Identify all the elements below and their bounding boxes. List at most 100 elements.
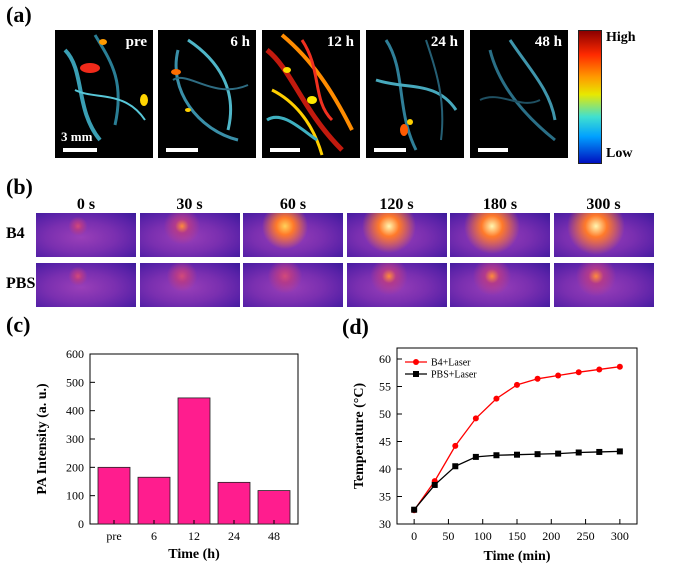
series-line [413, 366, 620, 511]
colorbar-high-label: High [606, 30, 636, 45]
thermal-time-label: 120 s [379, 196, 414, 213]
data-point [431, 481, 438, 488]
legend-marker [413, 359, 419, 365]
bar [177, 397, 211, 525]
panel-label-a: (a) [6, 2, 32, 27]
pa-time-label: 24 h [430, 34, 458, 50]
pa-time-label: pre [125, 34, 147, 50]
y-tick-label: 40 [379, 462, 391, 476]
data-point [596, 366, 603, 373]
pa-time-label: 6 h [230, 34, 250, 50]
scale-bar-label: 3 mm [61, 129, 93, 144]
panel-label-b: (b) [6, 174, 33, 199]
x-tick-label: pre [106, 529, 121, 543]
thermal-time-label: 180 s [482, 196, 518, 213]
bar [217, 481, 251, 525]
colorbar-low-label: Low [606, 146, 633, 161]
thermal-image [553, 263, 654, 307]
data-point [493, 452, 500, 459]
data-point [411, 506, 418, 513]
scale-bar [166, 148, 198, 152]
legend-label: PBS+Laser [431, 370, 477, 381]
x-axis-label: Time (h) [168, 547, 220, 562]
y-tick-label: 30 [379, 517, 391, 531]
x-tick-label: 200 [542, 529, 560, 543]
pa-colorbar [578, 30, 602, 164]
scale-bar [63, 148, 97, 152]
x-tick-label: 48 [268, 529, 280, 543]
y-tick-label: 200 [66, 460, 84, 474]
x-tick-label: 100 [474, 529, 492, 543]
y-tick-label: 600 [66, 347, 84, 361]
pa-image-6h: 6 h [158, 30, 256, 158]
panel-label-c: (c) [6, 312, 31, 337]
bar [137, 476, 171, 525]
pa-image-12h: 12 h [262, 30, 360, 158]
data-point [575, 369, 582, 376]
row-label-pbs: PBS [6, 275, 36, 292]
data-point [534, 375, 541, 382]
data-point [514, 451, 520, 458]
data-point [472, 415, 479, 422]
y-tick-label: 35 [379, 490, 391, 504]
thermal-image [36, 213, 136, 257]
thermal-image [243, 263, 343, 307]
y-tick-label: 300 [66, 432, 84, 446]
scale-bar [478, 148, 508, 152]
y-tick-label: 50 [379, 407, 391, 421]
thermal-image [553, 213, 654, 257]
thermal-image [346, 263, 447, 307]
thermal-time-label: 60 s [279, 196, 307, 213]
data-point [596, 448, 603, 455]
thermal-image [139, 263, 240, 307]
series-line [413, 450, 620, 511]
y-tick-label: 60 [379, 352, 391, 366]
y-tick-label: 100 [66, 489, 84, 503]
x-tick-label: 300 [611, 529, 629, 543]
y-tick-label: 45 [379, 435, 391, 449]
row-label-b4: B4 [6, 225, 25, 242]
data-point [514, 381, 520, 388]
y-tick-label: 500 [66, 375, 84, 389]
bar-chart: 0 100 200 300 400 500 600 pre 6 12 24 48 Time (h) PA … [35, 347, 299, 562]
pa-time-label: 12 h [326, 34, 354, 50]
pa-vessel-pattern [171, 38, 249, 142]
data-point [616, 448, 623, 455]
data-point [555, 450, 562, 457]
x-tick-label: 6 [151, 529, 157, 543]
data-point [555, 372, 562, 379]
y-axis-label: PA Intensity (a. u.) [35, 383, 50, 495]
thermal-image [450, 263, 550, 307]
y-tick-label: 55 [379, 380, 391, 394]
pa-vessel-pattern [375, 39, 458, 151]
bar [97, 466, 131, 525]
legend-label: B4+Laser [431, 358, 471, 369]
y-axis-label: Temperature (°C) [352, 383, 367, 490]
data-point [472, 453, 479, 460]
data-point [534, 451, 541, 458]
pa-image-pre: pre 3 mm [55, 30, 153, 158]
panel-label-d: (d) [342, 314, 369, 339]
y-tick-label: 0 [78, 517, 84, 531]
legend-marker [413, 371, 419, 377]
x-tick-label: 50 [442, 529, 454, 543]
pa-vessel-pattern [479, 39, 557, 142]
thermal-image [450, 213, 550, 257]
data-point [616, 363, 623, 370]
data-point [575, 449, 582, 456]
scale-bar [374, 148, 406, 152]
thermal-image [36, 263, 136, 307]
x-tick-label: 150 [508, 529, 526, 543]
pa-vessel-pattern [63, 34, 148, 142]
pa-time-label: 48 h [534, 34, 562, 50]
line-chart: 30 35 40 45 50 55 60 0 50 100 150 200 250 300 B4+Laser… [352, 347, 638, 564]
thermal-time-label: 0 s [76, 196, 96, 213]
thermal-time-label: 30 s [176, 196, 203, 213]
x-tick-label: 12 [188, 529, 200, 543]
pa-image-48h: 48 h [470, 30, 568, 158]
data-point [452, 463, 459, 470]
thermal-image [346, 213, 447, 257]
thermal-image [243, 213, 343, 257]
x-tick-label: 250 [577, 529, 595, 543]
thermal-time-label: 300 s [586, 196, 621, 213]
